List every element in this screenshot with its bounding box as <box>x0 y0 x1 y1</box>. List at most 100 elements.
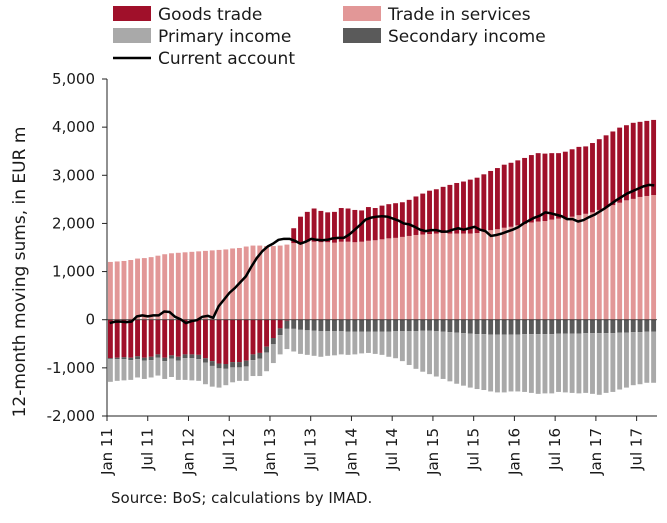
bar-secondary-income-22 <box>257 352 263 359</box>
bar-trade-in-services-3 <box>128 260 134 320</box>
bar-trade-in-services-42 <box>393 237 399 320</box>
bar-goods-trade-0 <box>107 319 113 359</box>
bar-goods-trade-2 <box>121 319 127 358</box>
bar-goods-trade-40 <box>379 205 385 240</box>
bar-secondary-income-59 <box>508 319 514 335</box>
y-tick-label: 1,000 <box>52 263 95 281</box>
bar-trade-in-services-71 <box>590 212 595 320</box>
bar-goods-trade-38 <box>365 207 371 241</box>
bar-trade-in-services-33 <box>332 242 337 320</box>
bar-trade-in-services-37 <box>359 241 365 320</box>
bar-secondary-income-29 <box>304 319 310 331</box>
bar-primary-income-6 <box>148 360 154 378</box>
bar-trade-in-services-36 <box>352 242 358 320</box>
bar-goods-trade-25 <box>277 319 283 329</box>
bar-secondary-income-14 <box>203 358 208 363</box>
bar-primary-income-39 <box>372 331 378 354</box>
bar-trade-in-services-68 <box>569 216 575 320</box>
axes: -2,000 -1,000 0 1,000 2,000 3,000 4,000 5,000 Ja… <box>47 70 657 476</box>
bar-goods-trade-15 <box>209 319 215 362</box>
bar-trade-in-services-73 <box>603 207 609 320</box>
bar-trade-in-services-64 <box>542 221 548 320</box>
x-tick-label: Jan 17 <box>587 428 605 476</box>
x-tick-label: Jul 16 <box>546 428 564 471</box>
bar-primary-income-20 <box>243 366 249 381</box>
bar-primary-income-62 <box>528 334 534 393</box>
bar-goods-trade-33 <box>332 211 337 243</box>
bar-secondary-income-13 <box>196 354 202 360</box>
bar-primary-income-79 <box>644 331 650 383</box>
bar-secondary-income-20 <box>243 360 249 367</box>
bar-primary-income-53 <box>467 333 473 388</box>
x-tick-label: Jan 15 <box>424 428 442 476</box>
bar-secondary-income-38 <box>365 319 371 332</box>
bar-primary-income-15 <box>209 365 215 387</box>
bar-goods-trade-71 <box>590 143 595 213</box>
bar-secondary-income-31 <box>318 319 324 332</box>
bar-goods-trade-20 <box>243 319 249 361</box>
bar-primary-income-36 <box>352 331 358 355</box>
bar-primary-income-73 <box>603 333 609 393</box>
bar-primary-income-65 <box>549 334 555 394</box>
bar-goods-trade-4 <box>135 319 140 357</box>
bar-primary-income-9 <box>169 358 174 377</box>
x-tick-label: Jul 15 <box>465 428 483 471</box>
bar-goods-trade-27 <box>291 228 297 244</box>
bar-secondary-income-34 <box>338 319 344 332</box>
bar-trade-in-services-1 <box>114 261 120 320</box>
y-tick-label: -1,000 <box>47 359 95 377</box>
bar-secondary-income-35 <box>345 319 351 332</box>
bar-primary-income-32 <box>325 331 331 356</box>
bar-primary-income-78 <box>637 332 643 385</box>
bar-secondary-income-19 <box>236 362 242 368</box>
bar-secondary-income-51 <box>454 319 460 333</box>
bar-secondary-income-5 <box>141 357 147 361</box>
bar-trade-in-services-48 <box>433 233 439 320</box>
bar-goods-trade-45 <box>413 196 419 235</box>
bar-secondary-income-50 <box>447 319 453 333</box>
bar-secondary-income-57 <box>494 319 500 335</box>
bar-goods-trade-13 <box>196 319 202 355</box>
bar-primary-income-35 <box>345 331 351 355</box>
bar-goods-trade-79 <box>644 120 650 196</box>
bar-secondary-income-43 <box>399 319 405 332</box>
bar-goods-trade-59 <box>508 162 514 227</box>
y-tick-label: 0 <box>85 311 95 329</box>
bar-goods-trade-65 <box>549 153 555 220</box>
bar-secondary-income-40 <box>379 319 385 332</box>
bar-goods-trade-11 <box>182 319 188 355</box>
bar-goods-trade-43 <box>399 202 405 237</box>
bar-secondary-income-60 <box>515 319 521 335</box>
bar-goods-trade-47 <box>427 190 432 235</box>
bar-primary-income-22 <box>257 358 263 377</box>
bar-primary-income-27 <box>291 328 297 352</box>
bar-goods-trade-63 <box>535 153 541 222</box>
bar-trade-in-services-7 <box>155 255 161 320</box>
bar-goods-trade-16 <box>216 319 222 364</box>
bar-trade-in-services-6 <box>148 257 154 320</box>
bar-trade-in-services-75 <box>617 202 623 320</box>
bar-primary-income-42 <box>393 331 399 359</box>
bar-trade-in-services-20 <box>243 246 249 320</box>
bar-secondary-income-6 <box>148 356 154 361</box>
bar-goods-trade-52 <box>461 181 466 234</box>
bar-secondary-income-77 <box>630 319 636 333</box>
bar-trade-in-services-38 <box>365 240 371 320</box>
bar-secondary-income-67 <box>562 319 568 334</box>
bar-secondary-income-70 <box>583 319 589 334</box>
bar-secondary-income-74 <box>610 319 616 334</box>
bar-secondary-income-68 <box>569 319 575 334</box>
bar-secondary-income-58 <box>501 319 507 335</box>
bar-trade-in-services-61 <box>522 223 528 320</box>
bar-primary-income-44 <box>406 331 412 365</box>
bar-trade-in-services-57 <box>494 229 500 320</box>
bar-trade-in-services-46 <box>420 234 426 320</box>
bar-secondary-income-75 <box>617 319 623 333</box>
bar-trade-in-services-45 <box>413 234 419 320</box>
bar-secondary-income-71 <box>590 319 595 334</box>
bar-secondary-income-33 <box>332 319 337 332</box>
bar-goods-trade-54 <box>474 177 480 234</box>
bar-primary-income-17 <box>223 368 229 386</box>
